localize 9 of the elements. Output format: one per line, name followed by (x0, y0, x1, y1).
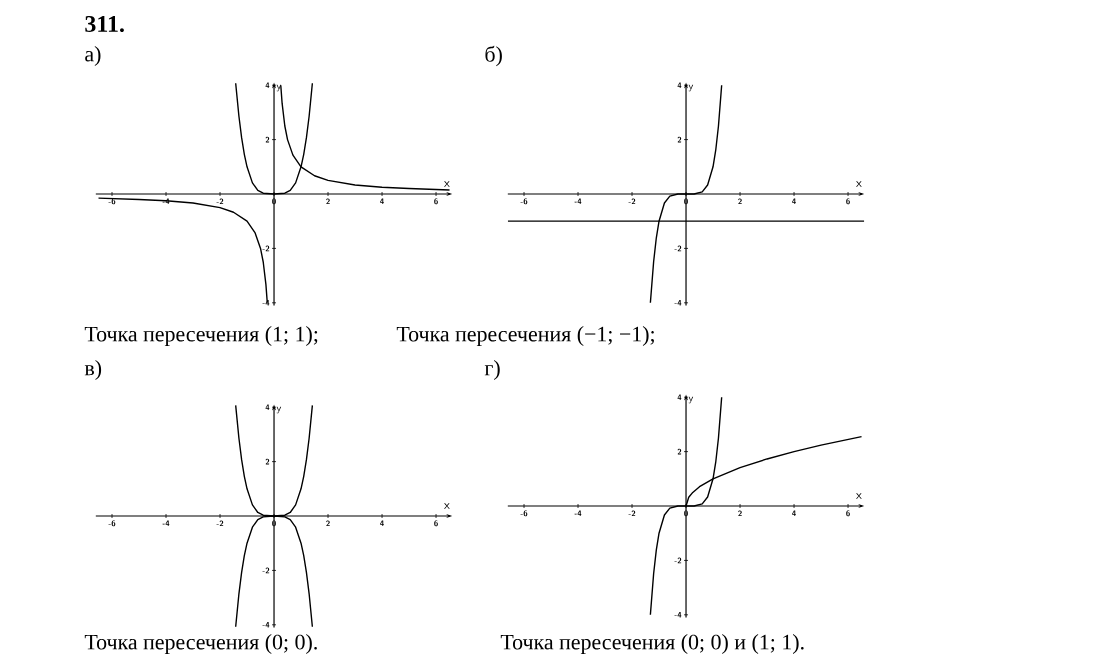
text: Точка пересечения (0; 0) и (1; 1). (500, 634, 804, 654)
chart-title: а) (85, 46, 101, 66)
chart-title: г) (484, 360, 500, 380)
text: Точка пересечения (−1; −1); (396, 326, 654, 346)
chart-title: б) (485, 45, 502, 67)
text: 311. (85, 15, 124, 33)
text: Точка пересечения (0; 0). (84, 634, 317, 654)
chart-title: в) (84, 360, 102, 380)
text: Точка пересечения (1; 1); (84, 326, 318, 346)
